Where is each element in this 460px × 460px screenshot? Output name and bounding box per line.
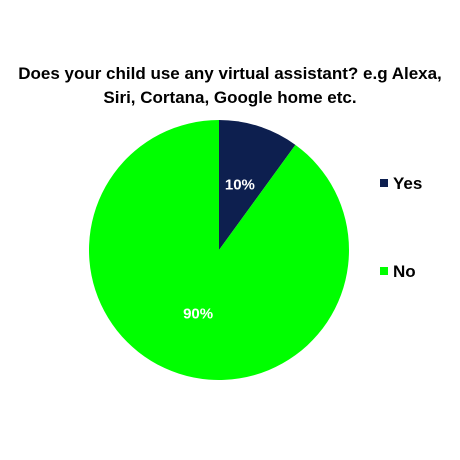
pie-slice-yes <box>219 120 296 250</box>
pie-slices <box>89 120 350 380</box>
data-label-no: 90% <box>183 305 213 322</box>
legend-swatch-yes <box>380 178 388 187</box>
legend-item-yes: Yes <box>380 174 422 194</box>
chart-title-line-1: Does your child use any virtual assistan… <box>18 64 442 83</box>
legend-label-yes: Yes <box>393 174 423 193</box>
chart-title-line-2: Siri, Cortana, Google home etc. <box>103 88 357 107</box>
legend-swatch-no <box>380 266 388 275</box>
legend-item-no: No <box>380 262 416 282</box>
data-label-yes: 10% <box>225 177 255 194</box>
pie-data-labels: 10% 90% <box>183 177 255 323</box>
pie-slice-no <box>89 120 350 380</box>
legend-label-no: No <box>393 262 416 281</box>
chart-title: Does your child use any virtual assistan… <box>0 62 460 110</box>
